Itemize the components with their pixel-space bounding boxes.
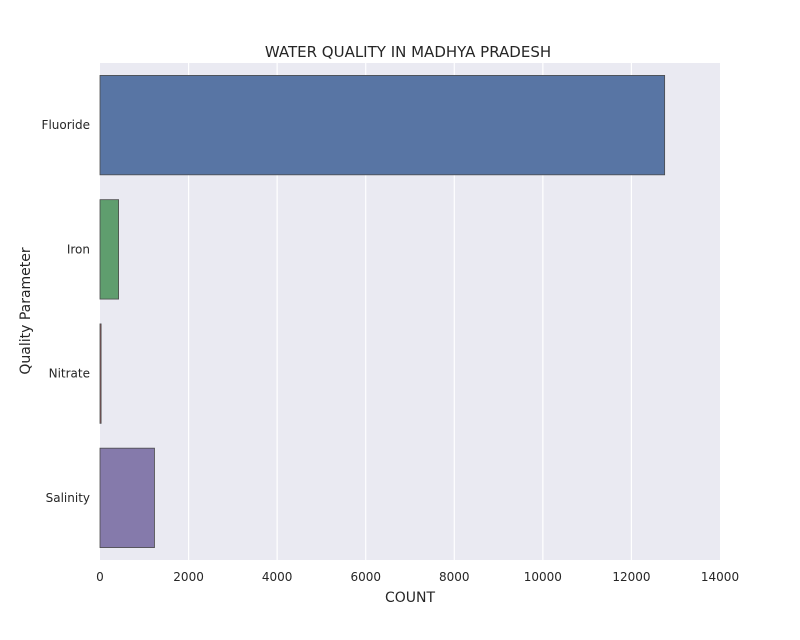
chart-title: WATER QUALITY IN MADHYA PRADESH [265, 43, 551, 61]
x-tick-label: 0 [96, 570, 104, 584]
x-tick-label: 4000 [262, 570, 293, 584]
bar-fluoride [99, 75, 666, 176]
y-tick-label-fluoride: Fluoride [42, 118, 90, 132]
bar-salinity [99, 447, 155, 548]
bars [99, 75, 666, 548]
bar-iron [99, 199, 120, 300]
y-axis-label: Quality Parameter [18, 247, 34, 375]
x-tick-labels: 0 2000 4000 6000 8000 10000 12000 14000 [96, 570, 739, 584]
bar-nitrate [99, 323, 102, 424]
x-tick-label: 2000 [173, 570, 204, 584]
x-tick-label: 8000 [439, 570, 470, 584]
y-tick-label-salinity: Salinity [46, 491, 90, 505]
x-tick-label: 12000 [612, 570, 650, 584]
x-tick-label: 14000 [701, 570, 739, 584]
y-tick-labels: Fluoride Iron Nitrate Salinity [42, 118, 90, 505]
x-tick-label: 6000 [350, 570, 381, 584]
y-tick-label-nitrate: Nitrate [49, 367, 90, 381]
x-axis-label: COUNT [385, 590, 436, 606]
y-tick-label-iron: Iron [67, 242, 90, 256]
x-tick-label: 10000 [524, 570, 562, 584]
